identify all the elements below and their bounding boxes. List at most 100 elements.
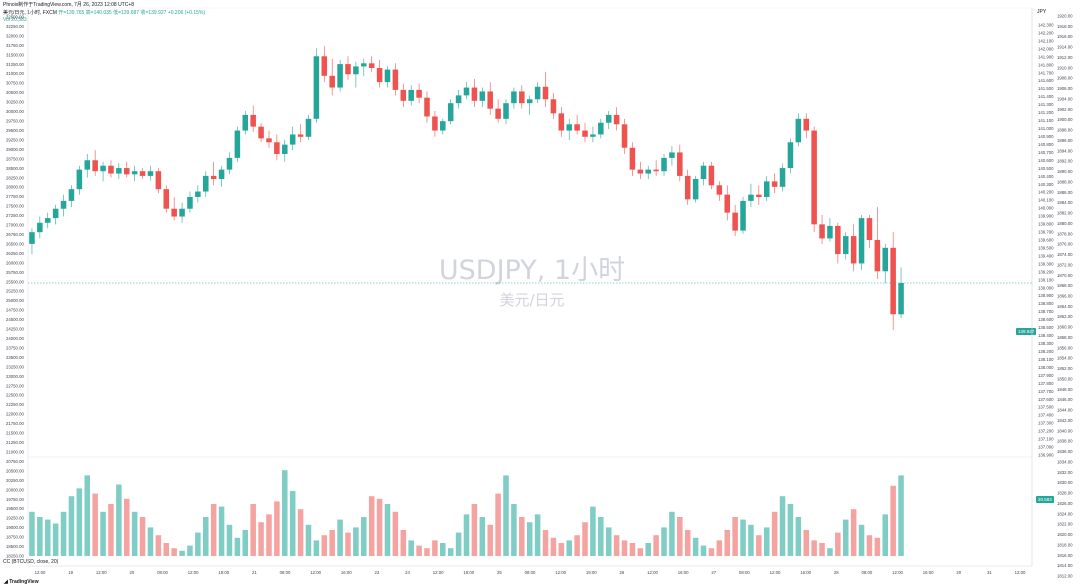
time-tick-label: 16:00 — [800, 570, 811, 575]
candle-body — [345, 64, 351, 75]
volume-bar — [108, 504, 114, 556]
volume-bar — [629, 543, 636, 556]
volume-bar — [756, 535, 762, 556]
time-tick-label: 12:00 — [555, 570, 566, 575]
volume-bar — [76, 488, 83, 556]
time-tick-label: 12:00 — [35, 570, 46, 575]
volume-bar — [321, 535, 328, 556]
candle-body — [534, 86, 541, 100]
candle-body — [274, 142, 280, 154]
price-tick-label: 137.500 — [1038, 405, 1054, 410]
candle-body — [376, 68, 383, 83]
left-tick-label: 31750.00 — [6, 43, 25, 48]
oscillator-tick-label: 1876.00 — [1057, 242, 1073, 247]
oscillator-tick-label: 1902.00 — [1057, 107, 1073, 112]
left-tick-label: 28250.00 — [6, 175, 25, 180]
time-tick-label: 08:00 — [280, 570, 291, 575]
volume-bar — [187, 545, 193, 556]
candle-body — [321, 56, 328, 76]
candle-body — [416, 89, 422, 98]
price-tick-label: 141.000 — [1038, 126, 1054, 131]
volume-bar — [471, 504, 478, 556]
volume-bar — [337, 519, 343, 556]
candle-body — [92, 160, 98, 172]
oscillator-tick-label: 1918.00 — [1057, 24, 1073, 29]
candle-body — [479, 91, 486, 101]
left-tick-label: 20000.00 — [6, 487, 25, 492]
candle-body — [550, 99, 557, 114]
left-tick-label: 32250.00 — [6, 24, 25, 29]
left-tick-label: 31250.00 — [6, 62, 25, 67]
left-tick-label: 26750.00 — [6, 232, 25, 237]
volume-bar — [408, 540, 414, 556]
volume-bar — [495, 493, 501, 556]
volume-bar — [479, 517, 486, 556]
volume-bar — [487, 524, 493, 556]
candle-body — [234, 130, 241, 158]
oscillator-tick-label: 1860.00 — [1057, 325, 1073, 330]
candle-body — [408, 89, 414, 101]
time-tick-label: 24 — [405, 570, 410, 575]
oscillator-tick-label: 1898.00 — [1057, 128, 1073, 133]
volume-bar — [123, 498, 130, 556]
price-tick-label: 140.300 — [1038, 182, 1054, 187]
right-axis-label: JPY — [1037, 9, 1047, 15]
price-tick-label: 141.800 — [1038, 62, 1054, 67]
price-tick-label: 137.600 — [1038, 397, 1054, 402]
left-tick-label: 19000.00 — [6, 525, 25, 530]
candle-body — [226, 157, 233, 170]
time-tick-label: 12:00 — [647, 570, 658, 575]
volume-bar — [266, 514, 272, 556]
oscillator-tick-label: 1822.00 — [1057, 522, 1073, 527]
left-tick-label: 19250.00 — [6, 516, 25, 521]
left-tick-label: 19500.00 — [6, 506, 25, 511]
candle-body — [52, 208, 59, 219]
candle-body — [842, 236, 849, 255]
left-tick-label: 31000.00 — [6, 71, 25, 76]
volume-bar — [795, 517, 802, 556]
candle-body — [819, 224, 825, 239]
oscillator-tick-label: 1828.00 — [1057, 491, 1073, 496]
candle-body — [495, 108, 501, 119]
candle-body — [368, 63, 375, 68]
left-tick-label: 23000.00 — [6, 374, 25, 379]
left-tick-label: 20250.00 — [6, 478, 25, 483]
volume-bar — [60, 511, 67, 556]
time-tick-label: 23 — [374, 570, 379, 575]
candle-body — [771, 181, 778, 187]
volume-bar — [226, 524, 233, 556]
oscillator-tick-label: 1874.00 — [1057, 252, 1073, 257]
oscillator-legend[interactable]: CC (BTCUSD, close, 20) — [3, 559, 59, 565]
candle-body — [661, 157, 667, 172]
left-tick-label: 21000.00 — [6, 449, 25, 454]
left-tick-label: 25250.00 — [6, 289, 25, 294]
volume-bar — [463, 514, 470, 556]
logo-icon: ◢ — [4, 579, 10, 585]
price-tick-label: 141.900 — [1038, 54, 1054, 59]
price-tick-label: 139.500 — [1038, 245, 1054, 250]
left-tick-label: 28500.00 — [6, 166, 25, 171]
left-tick-label: 21500.00 — [6, 431, 25, 436]
volume-bar — [827, 548, 833, 556]
candle-body — [131, 171, 138, 175]
oscillator-tick-label: 1856.00 — [1057, 345, 1073, 350]
left-tick-label: 27000.00 — [6, 223, 25, 228]
volume-bar — [637, 548, 644, 556]
volume-bar — [258, 522, 264, 556]
time-tick-label: 19:00 — [463, 570, 474, 575]
candle-body — [605, 114, 612, 123]
oscillator-tick-label: 1852.00 — [1057, 366, 1073, 371]
right-axis-ticks: 142.300 142.200 142.100 142.000 141.900 141.8… — [1038, 14, 1073, 579]
volume-bar — [432, 540, 438, 556]
oscillator-tick-label: 1914.00 — [1057, 45, 1073, 50]
volume-bar — [653, 535, 659, 556]
symbol-title[interactable]: 美元/日元, 1小时, FXCM — [3, 10, 57, 16]
left-tick-label: 22000.00 — [6, 412, 25, 417]
candle-body — [447, 103, 454, 122]
left-tick-label: 25500.00 — [6, 279, 25, 284]
volume-bar — [313, 540, 320, 556]
volume-bar — [700, 545, 707, 556]
candle-body — [756, 194, 762, 197]
candle-body — [803, 118, 810, 131]
